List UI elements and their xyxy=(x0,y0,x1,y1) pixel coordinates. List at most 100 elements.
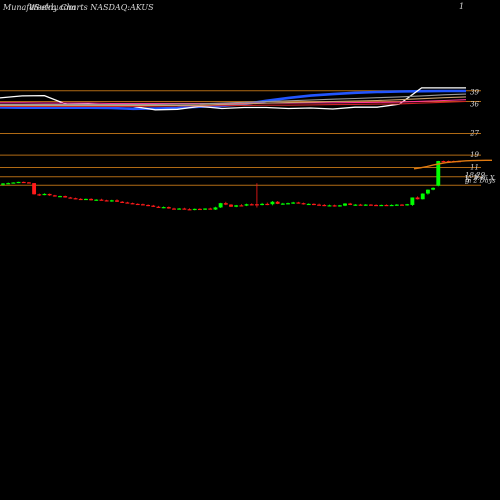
candle-body xyxy=(16,181,21,184)
candle-body xyxy=(177,208,182,210)
candle-body xyxy=(208,208,213,210)
projection-line xyxy=(413,159,492,170)
candle-body xyxy=(37,194,42,196)
candle-body xyxy=(343,203,347,206)
candle-body xyxy=(405,204,410,206)
candle-body xyxy=(301,203,306,205)
candle-body xyxy=(203,208,208,210)
candle-body xyxy=(6,183,11,185)
candle-body xyxy=(109,200,114,202)
y-tick-label: 11 xyxy=(470,164,479,172)
candle-body xyxy=(63,196,68,198)
y-tick-label: 9 xyxy=(475,173,480,181)
candle-body xyxy=(296,202,301,204)
candle-body xyxy=(182,208,187,210)
moving-average-line xyxy=(0,100,467,107)
candle-body xyxy=(192,208,197,211)
candle-body xyxy=(317,204,322,206)
candle-body xyxy=(172,208,176,210)
candle-body xyxy=(234,205,239,207)
candle-body xyxy=(249,204,254,206)
candle-body xyxy=(125,202,130,204)
candle-body xyxy=(389,204,394,207)
candle-body xyxy=(337,205,342,207)
price-level-label: V: 2.46 X xyxy=(465,174,495,182)
candle-body xyxy=(311,203,316,206)
y-tick-label: 36 xyxy=(470,101,479,109)
candle-body xyxy=(374,204,379,207)
candle-body xyxy=(21,181,26,184)
candle-body xyxy=(78,198,83,201)
chart-title: Weekly Charts NASDAQ:AKUS xyxy=(29,3,154,12)
candle-body xyxy=(99,199,104,201)
candle-body xyxy=(363,204,368,206)
candle-body xyxy=(280,203,285,205)
y-tick-label: 19 xyxy=(470,151,479,159)
candle-body xyxy=(197,208,202,211)
candle-body xyxy=(104,200,109,202)
candle-body xyxy=(425,189,430,194)
moving-average-line xyxy=(0,99,467,104)
candle-body xyxy=(140,204,145,206)
candle-body xyxy=(260,203,265,206)
candle-body xyxy=(353,204,358,206)
candle-body xyxy=(436,161,441,186)
watermark: MunafaSutra.com xyxy=(2,3,76,12)
candle-body xyxy=(223,203,228,205)
right-corner-mark: 1 xyxy=(459,2,464,11)
candle-body xyxy=(58,196,62,198)
candle-body xyxy=(120,201,125,203)
candle-body xyxy=(270,201,275,205)
candle-body xyxy=(94,199,99,201)
price-level-label: 9 xyxy=(465,178,470,186)
candle-body xyxy=(47,193,52,196)
candle-body xyxy=(26,182,31,184)
candle-body xyxy=(420,193,425,200)
candle-body xyxy=(218,203,223,208)
candle-body xyxy=(358,204,363,206)
candle-body xyxy=(244,204,249,206)
projection-curve xyxy=(413,159,492,170)
candle-body xyxy=(291,202,296,204)
candle-body xyxy=(89,198,94,201)
candle-body xyxy=(394,204,399,206)
candle-body xyxy=(254,204,259,206)
price-level-label: 18.29 xyxy=(465,171,486,179)
candle-body xyxy=(410,197,415,205)
candle-body xyxy=(161,207,166,209)
candle-body xyxy=(115,200,119,202)
candle-body xyxy=(187,209,192,211)
candle-body xyxy=(166,207,171,209)
price-level-label: in 2 Days xyxy=(465,176,496,184)
moving-average-line xyxy=(0,93,467,106)
candle-body xyxy=(213,207,218,210)
candle-body xyxy=(384,204,389,207)
candle-body xyxy=(83,198,88,201)
candle-body xyxy=(73,198,78,200)
candle-body xyxy=(229,204,233,207)
candle-body xyxy=(306,203,311,206)
candle-body xyxy=(32,183,37,195)
candle-body xyxy=(446,161,451,163)
moving-average-line xyxy=(0,96,467,106)
candle-body xyxy=(130,203,135,205)
candle-body xyxy=(415,197,420,200)
candle-body xyxy=(42,193,47,196)
candle-body xyxy=(368,204,373,206)
y-tick-label: 27 xyxy=(469,130,479,138)
candle-body xyxy=(1,183,5,185)
candle-body xyxy=(400,204,404,206)
candle-body xyxy=(348,203,353,205)
moving-average-lines xyxy=(0,87,467,111)
candle-body xyxy=(68,197,73,199)
candle-body xyxy=(327,205,332,207)
candle-body xyxy=(441,161,446,163)
price-gridlines xyxy=(0,90,481,186)
candle-body xyxy=(322,204,327,207)
candle-body xyxy=(151,205,156,207)
candle-body xyxy=(239,205,244,207)
candle-body xyxy=(156,206,161,208)
candle-body xyxy=(286,203,290,205)
